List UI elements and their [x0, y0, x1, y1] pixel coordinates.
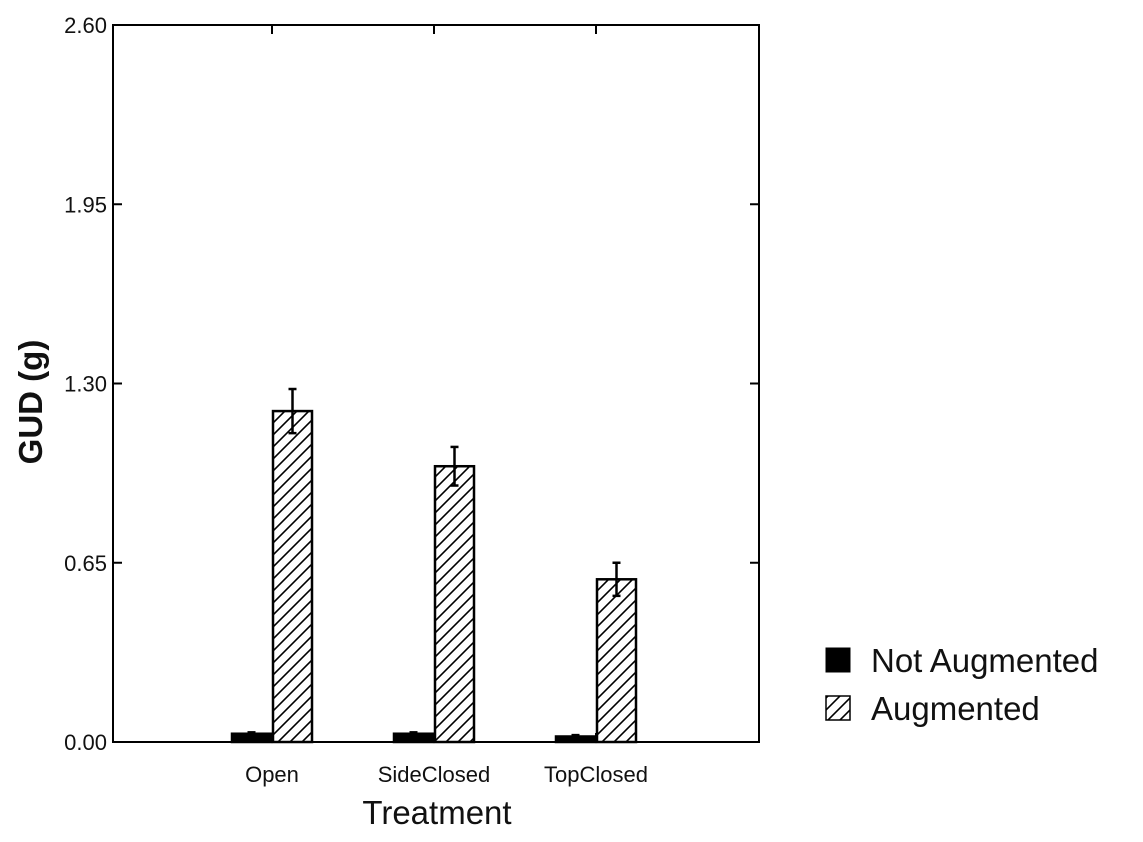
legend: Not Augmented Augmented — [825, 642, 1099, 727]
x-axis-ticks: Open SideClosed TopClosed — [245, 25, 648, 787]
bar-augmented — [433, 464, 476, 744]
y-tick-label: 1.30 — [64, 372, 107, 397]
y-tick-label: 2.60 — [64, 13, 107, 38]
legend-label: Augmented — [871, 690, 1040, 727]
y-tick-label: 1.95 — [64, 192, 107, 217]
y-tick-label: 0.00 — [64, 730, 107, 755]
plot-area — [112, 24, 760, 744]
y-tick-label: 0.65 — [64, 551, 107, 576]
y-axis-ticks: 0.00 0.65 1.30 1.95 2.60 — [64, 13, 759, 755]
legend-swatch-augmented — [825, 695, 851, 721]
legend-swatch-not-augmented — [825, 647, 851, 673]
x-tick-label: SideClosed — [378, 762, 491, 787]
y-axis-title: GUD (g) — [12, 340, 49, 465]
x-axis-title: Treatment — [362, 794, 511, 831]
legend-label: Not Augmented — [871, 642, 1099, 679]
bar-augmented — [271, 409, 314, 744]
x-tick-label: TopClosed — [544, 762, 648, 787]
x-tick-label: Open — [245, 762, 299, 787]
bar-augmented — [595, 578, 638, 744]
